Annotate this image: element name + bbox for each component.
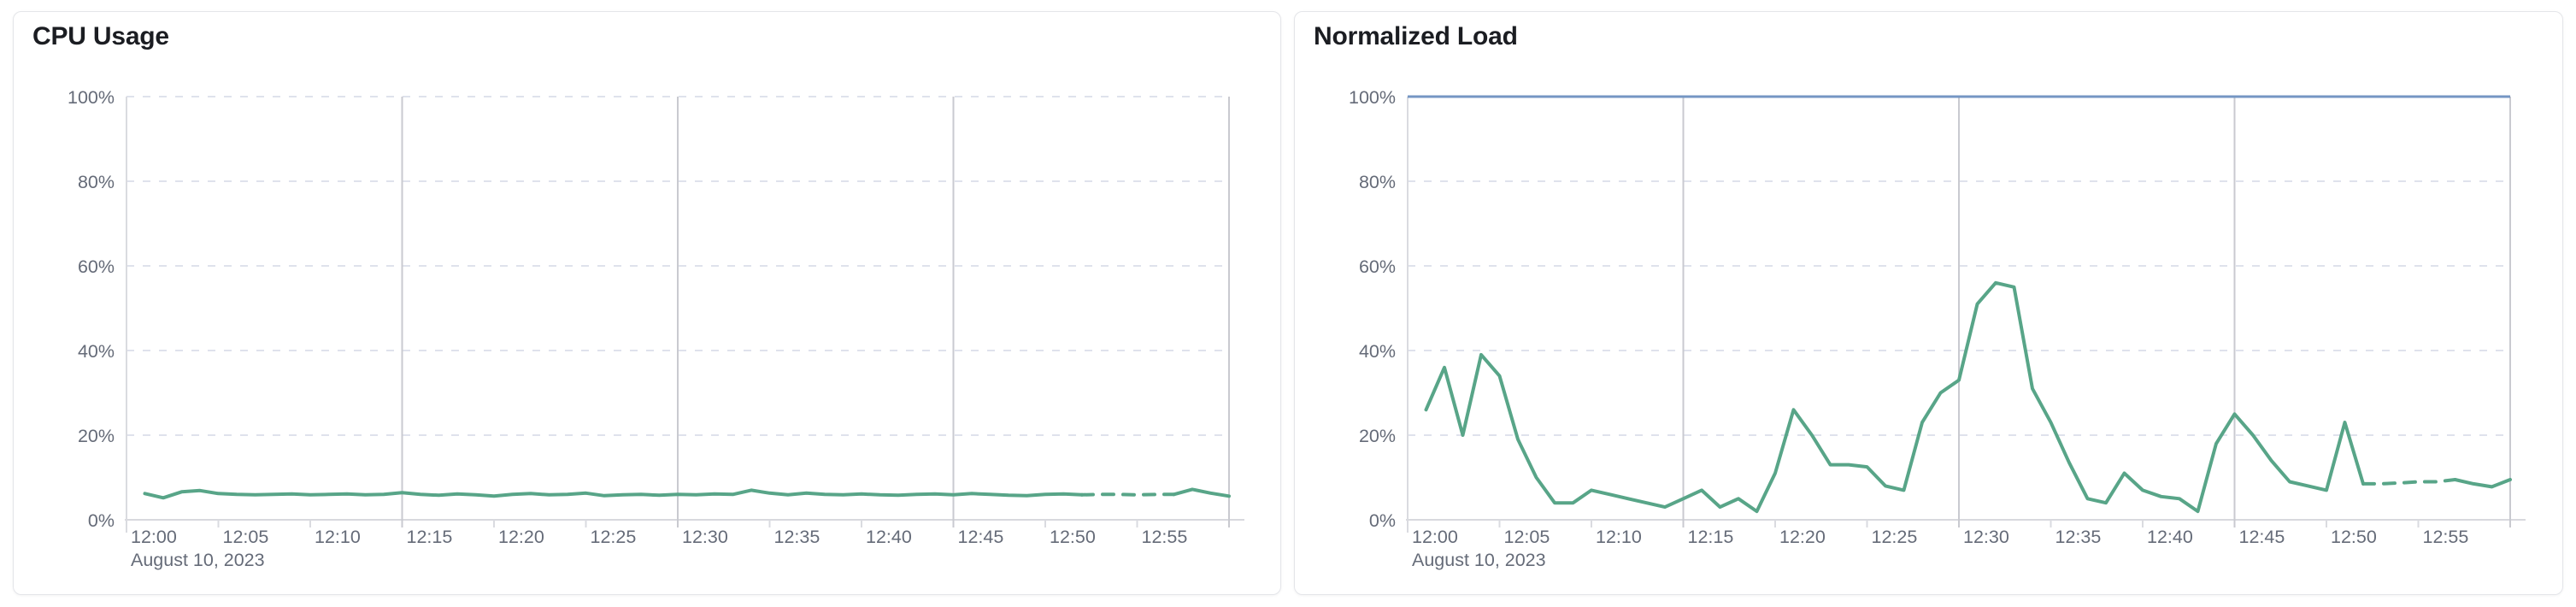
- x-tick-label: 12:00: [131, 527, 177, 547]
- y-tick-label: 40%: [1359, 341, 1396, 362]
- y-tick-label: 100%: [1349, 87, 1396, 108]
- cpu-usage-series-dashed: [1080, 492, 1176, 497]
- y-tick-label: 0%: [1369, 510, 1396, 531]
- normalized-load-series-solid: [1424, 280, 2365, 514]
- y-tick-label: 40%: [78, 341, 115, 362]
- x-tick-label: 12:00: [1412, 527, 1458, 547]
- x-tick-label: 12:15: [407, 527, 453, 547]
- y-tick-label: 60%: [1359, 256, 1396, 277]
- x-tick-label: 12:35: [2056, 527, 2102, 547]
- cpu-usage-title: CPU Usage: [32, 22, 169, 50]
- x-tick-label: 12:40: [2147, 527, 2193, 547]
- y-tick-label: 20%: [1359, 426, 1396, 446]
- x-tick-label: 12:45: [958, 527, 1004, 547]
- x-tick-label: 12:30: [1963, 527, 2009, 547]
- x-tick-label: 12:25: [591, 527, 637, 547]
- x-tick-label: 12:45: [2239, 527, 2285, 547]
- x-axis-date-label: August 10, 2023: [1412, 550, 1546, 570]
- x-tick-label: 12:15: [1688, 527, 1734, 547]
- y-tick-label: 20%: [78, 426, 115, 446]
- cpu-usage-series-solid: [1172, 487, 1231, 498]
- x-tick-label: 12:05: [223, 527, 269, 547]
- x-tick-label: 12:50: [2331, 527, 2377, 547]
- x-tick-label: 12:50: [1050, 527, 1096, 547]
- x-tick-label: 12:05: [1504, 527, 1550, 547]
- x-tick-label: 12:55: [1142, 527, 1188, 547]
- y-tick-label: 80%: [78, 172, 115, 192]
- x-tick-label: 12:30: [682, 527, 728, 547]
- x-axis-date-label: August 10, 2023: [131, 550, 265, 570]
- x-tick-label: 12:55: [2423, 527, 2469, 547]
- normalized-load-series-dashed: [2361, 478, 2457, 486]
- x-tick-label: 12:10: [1596, 527, 1642, 547]
- normalized-load-title: Normalized Load: [1314, 22, 1518, 50]
- cpu-usage-series-solid: [143, 488, 1084, 500]
- x-tick-label: 12:25: [1872, 527, 1918, 547]
- x-tick-label: 12:20: [1779, 527, 1826, 547]
- cpu-usage-chart[interactable]: 0% 20% 40% 60% 80% 100% 12:00 12:05 12:10 12:15 12…: [14, 12, 1281, 595]
- cpu-usage-card: CPU Usage 0% 20% 40% 60% 80% 100% 12:00 12:05 12…: [13, 11, 1281, 595]
- x-tick-label: 12:35: [774, 527, 820, 547]
- y-tick-label: 60%: [78, 256, 115, 277]
- x-tick-label: 12:10: [315, 527, 361, 547]
- y-tick-label: 0%: [88, 510, 115, 531]
- y-tick-label: 100%: [68, 87, 115, 108]
- normalized-load-series-solid: [2453, 478, 2512, 489]
- x-tick-label: 12:40: [866, 527, 912, 547]
- x-tick-label: 12:20: [498, 527, 544, 547]
- normalized-load-card: Normalized Load 0% 20% 40% 60% 80% 100% 12:00 1…: [1294, 11, 2563, 595]
- y-tick-label: 80%: [1359, 172, 1396, 192]
- normalized-load-chart[interactable]: 0% 20% 40% 60% 80% 100% 12:00 12:05 12:10 12:15 12…: [1295, 12, 2563, 595]
